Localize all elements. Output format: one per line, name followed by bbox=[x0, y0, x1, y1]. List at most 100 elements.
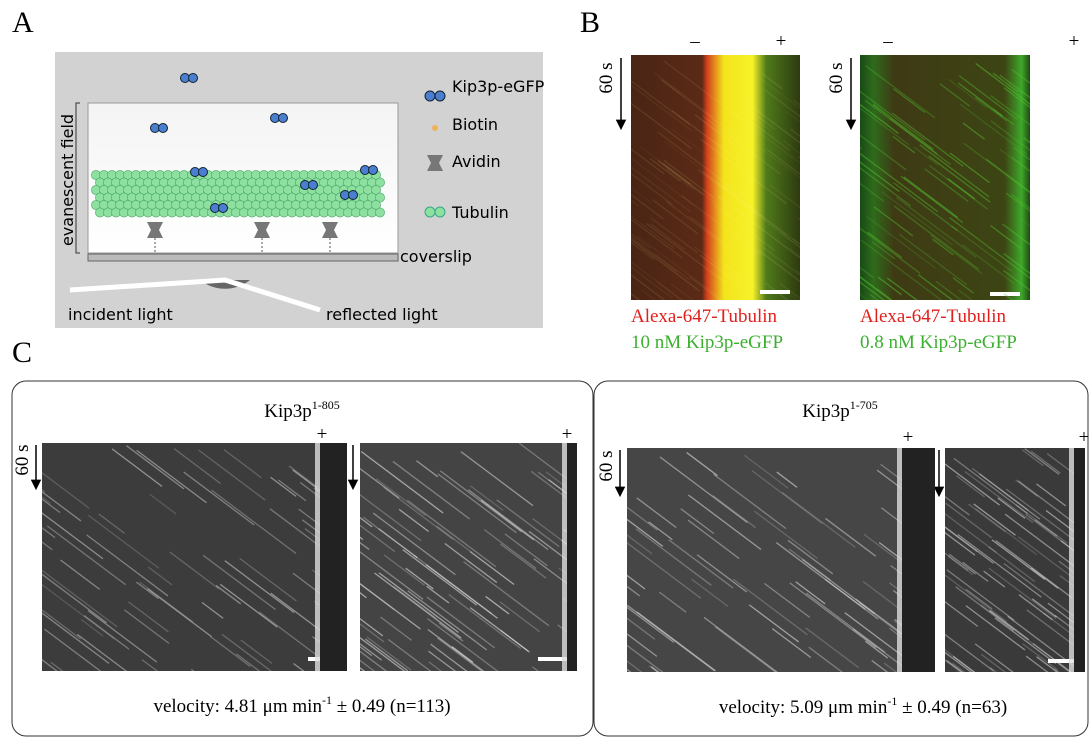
streak bbox=[871, 241, 896, 260]
streak bbox=[765, 148, 800, 176]
streak bbox=[973, 503, 1016, 536]
dark-region bbox=[902, 448, 935, 672]
streak bbox=[426, 585, 450, 604]
streak bbox=[46, 525, 127, 586]
streak bbox=[360, 516, 373, 528]
legend-label: Kip3p-eGFP bbox=[452, 77, 545, 96]
kymograph-texture bbox=[945, 448, 1085, 672]
streak bbox=[42, 659, 58, 671]
streak bbox=[959, 103, 1028, 155]
streak bbox=[958, 82, 1004, 117]
streak bbox=[962, 122, 985, 140]
microtubule-end bbox=[1069, 448, 1074, 672]
streak bbox=[141, 659, 159, 671]
streak bbox=[360, 637, 406, 671]
streak bbox=[736, 291, 750, 300]
streak bbox=[864, 65, 936, 119]
streak bbox=[416, 460, 439, 478]
streak bbox=[627, 542, 702, 599]
streak bbox=[788, 548, 831, 581]
streak bbox=[992, 108, 1015, 126]
streak bbox=[886, 277, 918, 300]
streak bbox=[712, 494, 756, 529]
streak bbox=[469, 607, 530, 653]
kymograph-texture bbox=[42, 443, 347, 671]
streak bbox=[688, 494, 762, 550]
streak bbox=[951, 225, 1013, 272]
construct-name: Kip3p bbox=[264, 401, 312, 422]
streak bbox=[1021, 449, 1044, 467]
streak bbox=[42, 573, 108, 624]
streak bbox=[360, 645, 373, 657]
streak bbox=[761, 72, 783, 90]
kymograph-texture bbox=[579, 448, 935, 672]
streak bbox=[892, 88, 926, 114]
streak bbox=[627, 534, 653, 555]
streak bbox=[500, 629, 529, 652]
streak bbox=[741, 104, 776, 130]
streak bbox=[87, 514, 160, 569]
streak bbox=[860, 161, 900, 193]
streak bbox=[579, 612, 603, 630]
streak bbox=[713, 473, 787, 530]
streak bbox=[378, 572, 459, 634]
channel-label: Alexa-647-Tubulin bbox=[631, 306, 778, 327]
velocity-exponent: -1 bbox=[887, 694, 897, 708]
streak bbox=[428, 661, 442, 671]
reflected-label: reflected light bbox=[326, 305, 438, 324]
streak bbox=[947, 178, 976, 200]
kymograph bbox=[945, 448, 1085, 672]
streak bbox=[374, 572, 462, 639]
streak bbox=[988, 546, 1036, 583]
streak bbox=[694, 114, 739, 148]
plus-end: + bbox=[1069, 31, 1080, 52]
streak bbox=[795, 581, 826, 605]
streak bbox=[968, 503, 1006, 533]
streak bbox=[791, 295, 814, 313]
streak bbox=[789, 128, 800, 138]
streak bbox=[631, 102, 692, 150]
streak bbox=[485, 595, 510, 615]
streak bbox=[1011, 156, 1030, 172]
streak bbox=[469, 551, 515, 586]
streak bbox=[631, 79, 691, 126]
streak bbox=[964, 470, 1034, 524]
streak bbox=[42, 490, 82, 522]
streak bbox=[965, 605, 1026, 651]
streak bbox=[662, 163, 692, 186]
streak bbox=[239, 557, 297, 602]
streak bbox=[635, 528, 712, 586]
microtubule-end bbox=[562, 443, 567, 671]
streak bbox=[636, 497, 677, 529]
streak bbox=[42, 569, 118, 628]
streak bbox=[627, 660, 643, 672]
streak bbox=[825, 517, 877, 557]
channel-label: 10 nM Kip3p-eGFP bbox=[631, 332, 783, 353]
streak bbox=[366, 636, 412, 671]
streak bbox=[873, 206, 914, 237]
streak bbox=[945, 502, 993, 539]
streak bbox=[793, 99, 800, 106]
motor-head bbox=[278, 113, 288, 123]
kymograph bbox=[42, 443, 347, 671]
streak bbox=[762, 246, 800, 276]
streak bbox=[463, 561, 550, 627]
streak bbox=[383, 554, 426, 586]
avidin bbox=[322, 222, 338, 238]
streak bbox=[949, 217, 1030, 279]
streak bbox=[945, 513, 997, 554]
streak bbox=[1017, 480, 1085, 532]
streak bbox=[668, 539, 734, 589]
streak bbox=[126, 445, 185, 490]
streak bbox=[864, 640, 889, 659]
motor-head bbox=[188, 73, 198, 83]
streak bbox=[869, 294, 879, 300]
streak bbox=[717, 195, 800, 259]
streak bbox=[792, 238, 800, 245]
velocity: velocity: 5.09 μm min-1 ± 0.49 (n=63) bbox=[719, 694, 1007, 718]
panel-label: B bbox=[580, 6, 600, 39]
streak bbox=[235, 653, 261, 671]
streak bbox=[1003, 87, 1030, 109]
velocity-text: ± 0.49 (n=113) bbox=[332, 696, 451, 717]
minus-end: – bbox=[882, 31, 893, 52]
